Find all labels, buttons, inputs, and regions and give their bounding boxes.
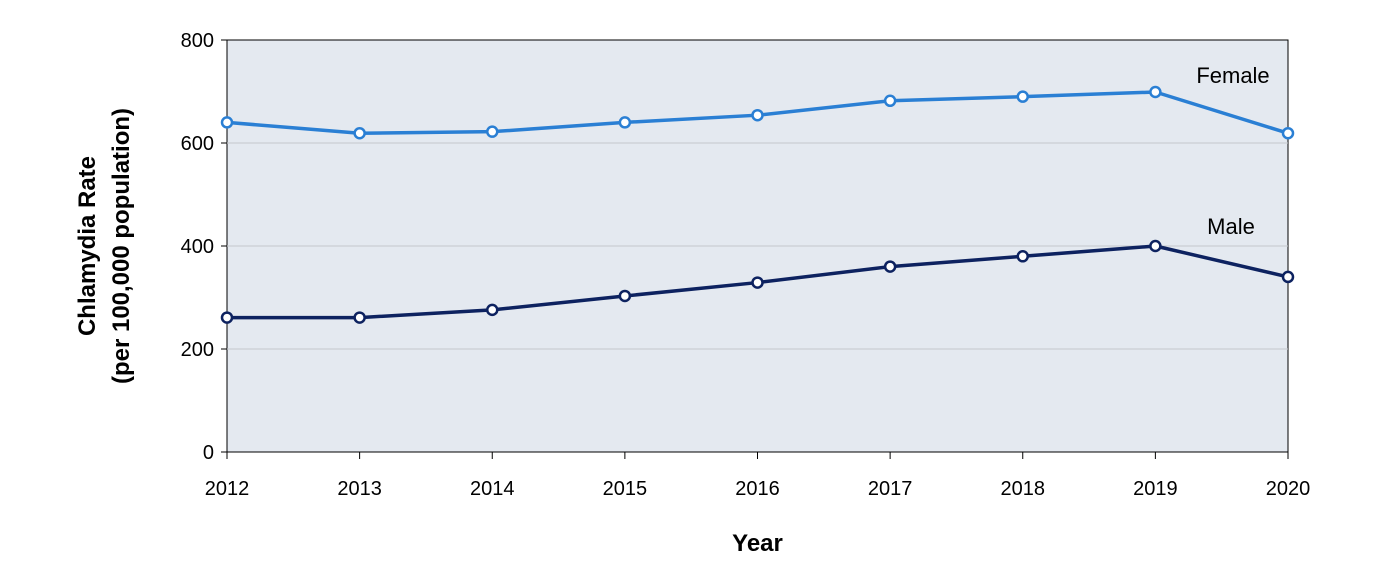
data-point-female [1149,85,1162,99]
y-tick-label: 200 [181,339,214,361]
x-tick-label: 2019 [1133,478,1178,500]
data-point-male [1281,270,1295,284]
y-tick-label: 0 [203,442,214,464]
y-tick-label: 400 [181,236,214,258]
x-tick-label: 2016 [735,478,780,500]
data-point-female [751,108,764,122]
x-tick-label: 2020 [1266,478,1311,500]
series-lines [220,85,1295,324]
x-tick-label: 2017 [868,478,913,500]
data-point-female [486,125,499,138]
data-point-male [1149,239,1162,253]
y-axis-title-line: (per 100,000 population) [108,108,135,384]
data-point-male [353,311,366,324]
data-point-female [1281,126,1295,140]
data-point-female [1016,90,1029,103]
x-tick-label: 2014 [470,478,515,500]
data-point-female [883,94,897,108]
series-label-male: Male [1207,214,1255,239]
x-tick-label: 2018 [1001,478,1046,500]
data-point-male [751,276,764,289]
data-point-female [618,116,632,129]
x-axis-title: Year [732,530,783,557]
data-point-male [220,311,234,324]
series-label-female: Female [1196,63,1269,88]
axes: 0 200 400 600 800 2012 2013 2014 2015 2016 2017 201… [181,30,1311,500]
x-tick-label: 2012 [205,478,250,500]
data-point-male [1016,250,1029,263]
y-tick-label: 600 [181,133,214,155]
labels: Female Male Year Chlamydia Rate (per 100,000… [74,63,1270,557]
data-point-female [353,126,366,140]
data-point-male [883,260,897,273]
y-axis-title-line: Chlamydia Rate [74,156,101,336]
y-tick-label: 800 [181,30,214,52]
data-point-male [486,303,499,317]
data-point-female [220,116,234,129]
gridlines [227,142,1288,350]
data-point-male [618,289,632,303]
x-tick-label: 2013 [337,478,382,500]
x-tick-label: 2015 [603,478,648,500]
